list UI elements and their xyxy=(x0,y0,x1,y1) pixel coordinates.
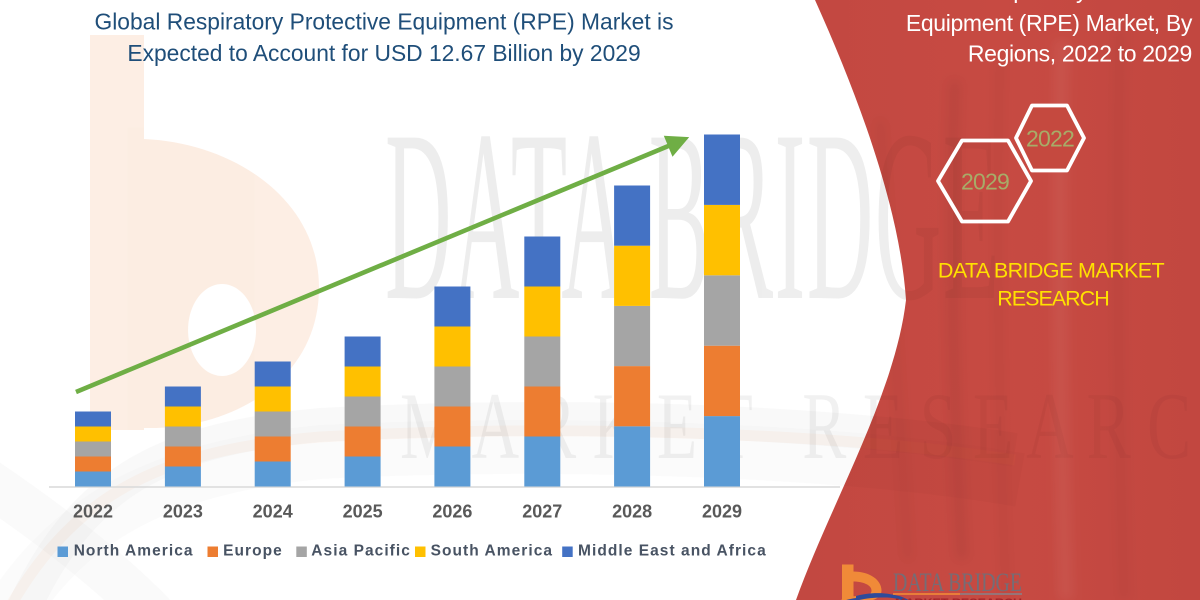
svg-text:Equipment (RPE) Market, By: Equipment (RPE) Market, By xyxy=(906,10,1193,36)
svg-text:M A R K E T R E S E A R C H: M A R K E T R E S E A R C H xyxy=(400,373,1200,479)
svg-text:Global Respiratory Protective: Global Respiratory Protective xyxy=(903,0,1192,3)
svg-text:Middle East and Africa: Middle East and Africa xyxy=(578,543,767,560)
svg-text:South America: South America xyxy=(431,543,553,560)
svg-text:2029: 2029 xyxy=(961,169,1009,195)
svg-text:2027: 2027 xyxy=(522,502,562,522)
svg-text:2022: 2022 xyxy=(1026,126,1074,152)
svg-text:2023: 2023 xyxy=(163,502,203,522)
svg-text:2022: 2022 xyxy=(73,502,113,522)
svg-text:Europe: Europe xyxy=(223,543,283,560)
svg-text:2025: 2025 xyxy=(343,502,383,522)
svg-text:Regions, 2022 to 2029: Regions, 2022 to 2029 xyxy=(968,41,1192,67)
svg-text:Asia Pacific: Asia Pacific xyxy=(311,543,411,560)
svg-text:DATA BRIDGE MARKET: DATA BRIDGE MARKET xyxy=(938,259,1165,283)
svg-text:North America: North America xyxy=(74,543,194,560)
svg-text:2024: 2024 xyxy=(253,502,293,522)
svg-text:DATA BRIDGE: DATA BRIDGE xyxy=(893,568,1022,597)
svg-text:2029: 2029 xyxy=(702,502,742,522)
svg-text:2026: 2026 xyxy=(432,502,472,522)
svg-text:Global Respiratory Protective: Global Respiratory Protective Equipment … xyxy=(95,9,674,35)
svg-text:Expected to Account for USD 12: Expected to Account for USD 12.67 Billio… xyxy=(127,40,640,66)
svg-text:RESEARCH: RESEARCH xyxy=(997,287,1108,311)
svg-text:MARKET RESEARCH: MARKET RESEARCH xyxy=(895,597,1022,600)
svg-text:2028: 2028 xyxy=(612,502,652,522)
